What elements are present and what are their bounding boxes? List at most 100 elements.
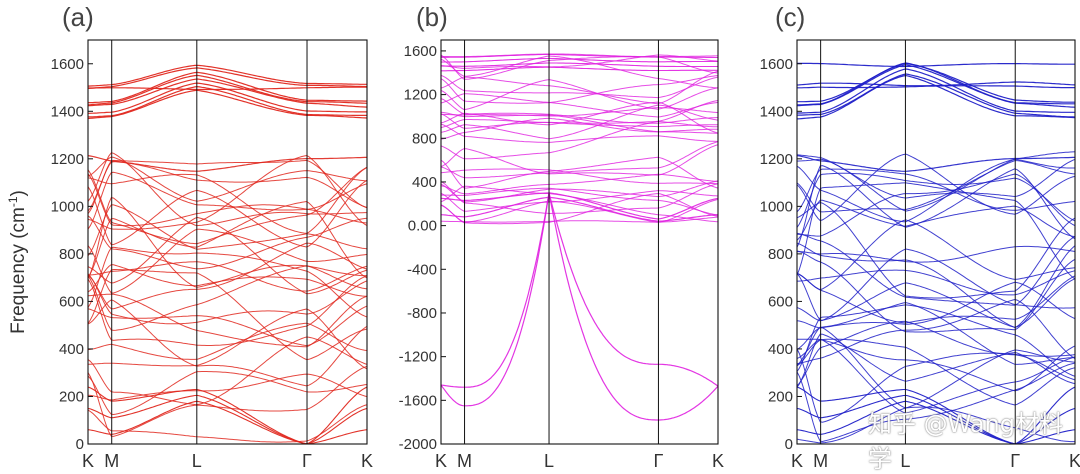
optical-band [441, 192, 718, 220]
y-tick-label: 1400 [760, 103, 793, 120]
optical-band [797, 199, 1075, 241]
optical-band [88, 265, 367, 331]
kpoint-label: L [192, 451, 202, 471]
optical-band [88, 67, 367, 89]
optical-band [88, 305, 367, 347]
optical-band [441, 75, 718, 104]
kpoint-label: M [457, 451, 472, 471]
y-tick-label: 1200 [760, 151, 793, 168]
bands-1 [441, 53, 718, 421]
optical-band [441, 79, 718, 111]
y-tick-label: -2000 [399, 436, 437, 453]
watermark: 知乎 @Wang材料学 [868, 410, 1063, 473]
panel-1: K M L Γ K-2000-1600-1200-800-4000.0040080012… [399, 2, 724, 471]
optical-band [441, 98, 718, 124]
plot-frame [796, 39, 1076, 445]
optical-band [88, 371, 367, 416]
optical-band [441, 216, 718, 223]
kpoint-label: K [82, 451, 94, 471]
optical-band [797, 245, 1075, 263]
optical-band [88, 246, 367, 318]
y-tick-label: 400 [768, 341, 793, 358]
optical-band [88, 365, 367, 437]
optical-band [797, 219, 1075, 291]
optical-band [88, 275, 367, 346]
optical-band [441, 173, 718, 195]
optical-band [441, 144, 718, 176]
y-tick-label: 0 [785, 436, 793, 453]
optical-band [441, 190, 718, 212]
kpoint-label: K [791, 451, 803, 471]
acoustic-band [88, 400, 367, 444]
optical-band [797, 362, 1075, 443]
acoustic-band [88, 394, 367, 444]
acoustic-band [797, 386, 1075, 444]
optical-band [88, 200, 367, 279]
y-tick-label: 800 [768, 246, 793, 263]
y-tick-label: 400 [59, 341, 84, 358]
optical-band [88, 261, 367, 292]
optical-band [797, 73, 1075, 118]
optical-band [88, 299, 367, 387]
optical-band [88, 85, 367, 118]
optical-band [441, 53, 718, 59]
optical-band [441, 192, 718, 225]
optical-band [797, 62, 1075, 68]
optical-band [797, 250, 1075, 333]
y-tick-label: 600 [59, 293, 84, 310]
optical-band [441, 120, 718, 160]
optical-band [88, 71, 367, 104]
optical-band [797, 172, 1075, 228]
y-tick-label: 800 [59, 246, 84, 263]
optical-band [88, 228, 367, 294]
kpoint-label: K [361, 451, 373, 471]
y-tick-label: -1600 [399, 392, 437, 409]
optical-band [441, 156, 718, 189]
optical-band [88, 64, 367, 87]
optical-band [797, 269, 1075, 296]
acoustic-band [88, 386, 367, 444]
y-tick-label: 1600 [51, 56, 84, 73]
optical-band [88, 204, 367, 257]
optical-band [441, 66, 718, 72]
optical-band [797, 281, 1075, 329]
y-axis-label: Frequency (cm-1) [6, 190, 29, 334]
optical-band [797, 304, 1075, 377]
optical-band [797, 302, 1075, 365]
kpoint-label: L [900, 451, 910, 471]
kpoint-label: K [712, 451, 724, 471]
bands-2 [797, 62, 1075, 444]
kpoint-label: M [104, 451, 119, 471]
optical-band [441, 54, 718, 69]
optical-band [88, 152, 367, 227]
optical-band [441, 117, 718, 140]
optical-band [88, 154, 367, 230]
plot-frame [440, 39, 719, 445]
panel-label: (b) [416, 2, 448, 32]
optical-band [797, 158, 1075, 223]
y-tick-label: 1000 [51, 198, 84, 215]
optical-band [797, 406, 1075, 444]
y-tick-label: 1000 [760, 198, 793, 215]
kpoint-label: K [1069, 451, 1080, 471]
bands-0 [88, 64, 367, 444]
kpoint-label: Γ [653, 451, 663, 471]
optical-band [441, 198, 718, 223]
optical-band [441, 111, 718, 133]
optical-band [797, 155, 1075, 172]
optical-band [88, 242, 367, 310]
optical-band [88, 404, 367, 443]
y-tick-label: 400 [412, 174, 437, 191]
kpoint-label: K [435, 451, 447, 471]
optical-band [797, 62, 1075, 106]
optical-band [88, 74, 367, 106]
optical-band [797, 248, 1075, 322]
optical-band [797, 153, 1075, 222]
y-tick-label: 200 [768, 388, 793, 405]
optical-band [797, 326, 1075, 409]
acoustic-band [797, 400, 1075, 444]
optical-band [797, 338, 1075, 414]
optical-band [441, 74, 718, 99]
